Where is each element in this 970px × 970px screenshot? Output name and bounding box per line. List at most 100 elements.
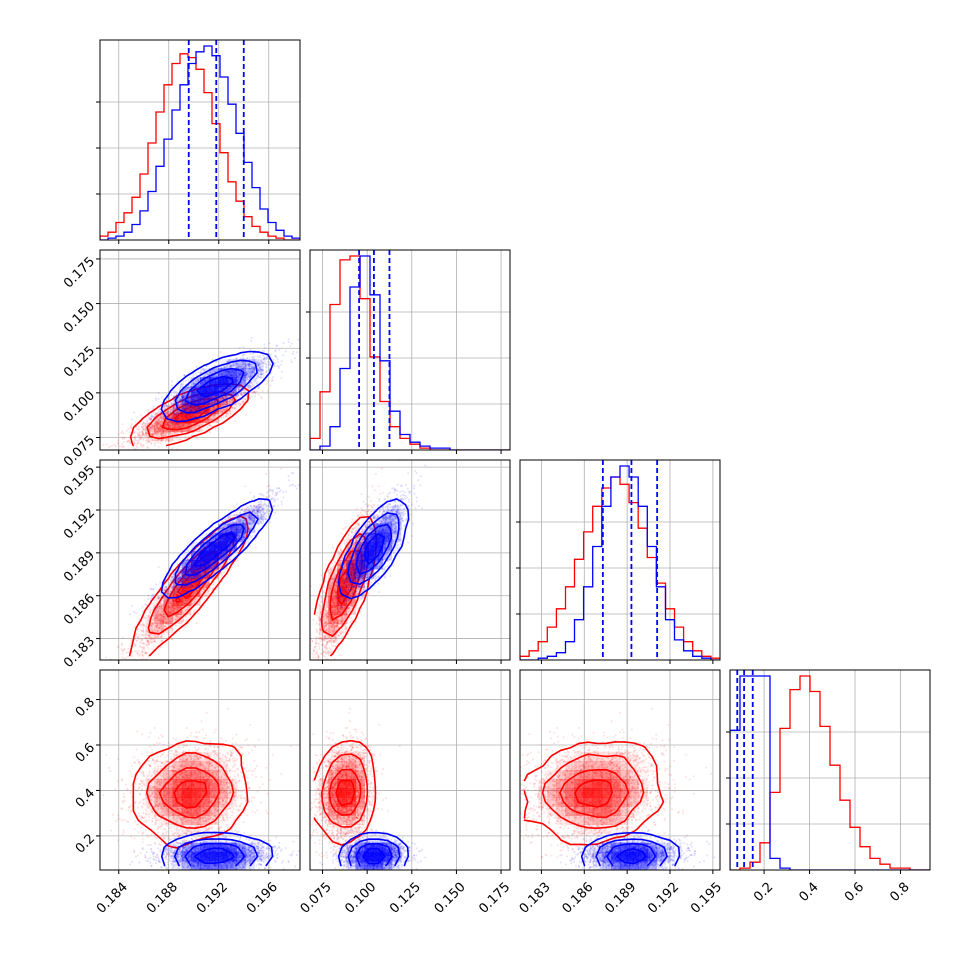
scatter-point (253, 391, 255, 394)
scatter-point (241, 400, 244, 403)
scatter-point (157, 431, 160, 434)
scatter-point (276, 364, 279, 367)
scatter-point (187, 379, 190, 381)
scatter-point (222, 402, 225, 405)
scatter-point (225, 414, 228, 417)
scatter-point (182, 380, 184, 383)
scatter-point (187, 422, 190, 425)
scatter-point (149, 429, 152, 432)
scatter-point (122, 445, 124, 448)
scatter-point (136, 446, 139, 449)
scatter-point (188, 429, 191, 432)
scatter-point (152, 407, 154, 410)
scatter-point (123, 436, 126, 439)
scatter-point (159, 439, 162, 442)
scatter-point (118, 445, 121, 448)
scatter-point (154, 426, 157, 429)
scatter-point (168, 437, 170, 440)
scatter-point (184, 435, 187, 438)
scatter-point (153, 429, 156, 432)
scatter-point (157, 397, 160, 400)
scatter-point (191, 415, 194, 418)
scatter-point (221, 398, 224, 401)
scatter-point (164, 419, 167, 422)
scatter-point (233, 390, 236, 393)
scatter-point (145, 427, 148, 430)
scatter-point (233, 406, 236, 409)
scatter-point (141, 432, 144, 435)
scatter-point (157, 421, 160, 424)
scatter-point (116, 441, 119, 444)
scatter-point (277, 361, 280, 364)
scatter-point (254, 395, 257, 398)
scatter-point (228, 409, 231, 412)
scatter-point (280, 360, 283, 363)
scatter-point (123, 451, 125, 453)
scatter-point (176, 423, 178, 426)
scatter-point (168, 405, 170, 408)
scatter-point (250, 395, 253, 398)
scatter-point (174, 423, 176, 426)
scatter-point (137, 434, 139, 437)
scatter-point (142, 444, 145, 447)
scatter-point (180, 402, 183, 405)
scatter-point (182, 422, 185, 425)
scatter-point (219, 398, 222, 401)
scatter-point (160, 429, 163, 432)
scatter-point (142, 425, 145, 428)
scatter-point (125, 429, 128, 432)
scatter-point (231, 399, 233, 402)
scatter-point (137, 433, 140, 436)
scatter-point (241, 394, 244, 397)
scatter-point (272, 376, 274, 379)
scatter-point (120, 431, 123, 434)
scatter-point (171, 380, 173, 383)
scatter-point (158, 408, 161, 411)
scatter-point (287, 338, 290, 341)
scatter-point (155, 422, 158, 425)
scatter-point (290, 361, 293, 364)
scatter-point (168, 420, 171, 423)
scatter-point (154, 441, 157, 444)
scatter-point (261, 349, 264, 352)
scatter-point (169, 420, 172, 423)
scatter-point (267, 363, 270, 366)
scatter-point (219, 404, 222, 407)
scatter-point (212, 416, 214, 418)
scatter-point (194, 426, 197, 429)
scatter-point (139, 438, 142, 441)
panel-content (102, 337, 300, 453)
scatter-point (150, 442, 153, 445)
scatter-point (164, 408, 167, 411)
scatter-point (167, 411, 170, 414)
scatter-point (166, 420, 169, 423)
scatter-point (257, 380, 260, 383)
scatter-point (128, 437, 131, 440)
histogram-blue (100, 45, 300, 240)
scatter-point (230, 401, 233, 404)
scatter-point (209, 396, 212, 398)
scatter-point (176, 422, 179, 425)
scatter-point (176, 416, 178, 419)
scatter-point (262, 354, 265, 357)
scatter-point (157, 428, 160, 431)
scatter-point (136, 442, 139, 445)
scatter-point (177, 426, 180, 429)
histogram-red (100, 53, 300, 240)
scatter-point (158, 429, 161, 432)
scatter-point (229, 398, 232, 401)
scatter-point (229, 413, 232, 415)
scatter-point (228, 400, 231, 403)
scatter-point (210, 402, 212, 405)
scatter-point (156, 433, 159, 436)
scatter-point (211, 358, 214, 361)
scatter-point (266, 390, 269, 393)
scatter-point (159, 411, 162, 414)
scatter-point (233, 389, 236, 392)
scatter-point (141, 445, 144, 448)
scatter-point (115, 445, 118, 448)
scatter-point (142, 433, 145, 436)
scatter-point (170, 421, 173, 424)
scatter-point (273, 350, 276, 353)
scatter-point (140, 426, 143, 429)
